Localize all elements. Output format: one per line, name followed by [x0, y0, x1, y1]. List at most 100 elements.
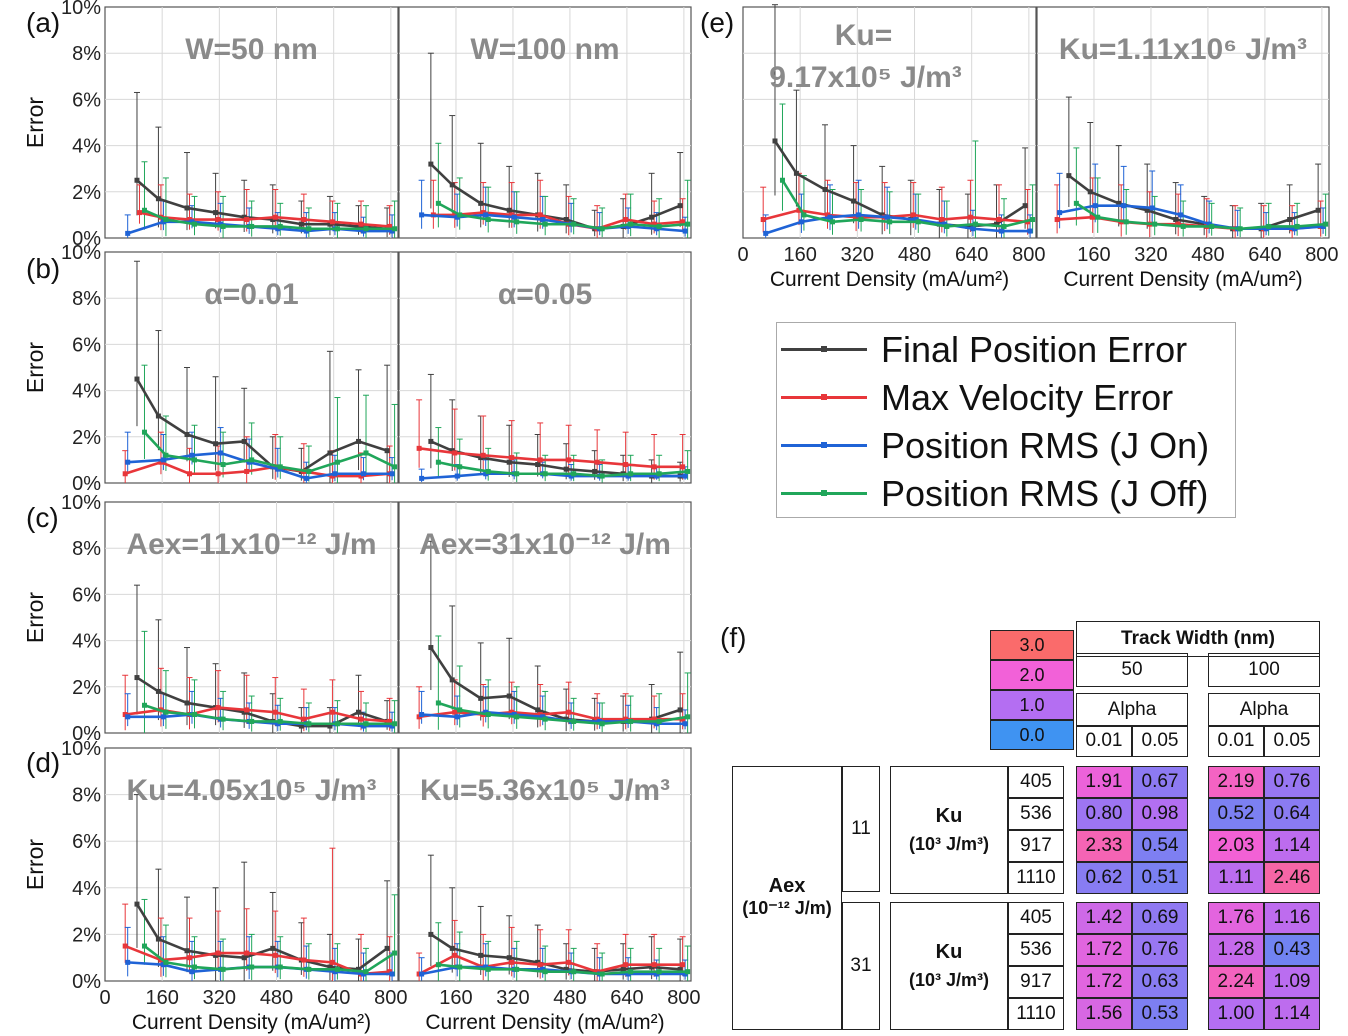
data-point: [192, 221, 198, 227]
panel-label: (a): [26, 7, 60, 38]
data-point: [1027, 228, 1033, 234]
data-point: [999, 228, 1005, 234]
data-point: [571, 221, 577, 227]
y-tick-label: 8%: [72, 43, 101, 65]
y-tick-label: 10%: [61, 738, 101, 760]
y-tick-label: 10%: [61, 242, 101, 264]
data-point: [599, 721, 605, 727]
data-point: [566, 959, 572, 965]
data-point: [822, 186, 828, 192]
series-line: [438, 460, 688, 478]
data-point: [356, 709, 362, 715]
data-point: [542, 221, 548, 227]
series-line: [437, 701, 688, 726]
x-tick-label: 800: [1305, 244, 1338, 266]
data-point: [160, 457, 166, 463]
data-point: [303, 475, 309, 481]
data-point: [514, 966, 520, 972]
data-point: [277, 964, 283, 970]
series-line: [418, 954, 683, 976]
data-point: [452, 450, 458, 456]
data-point: [134, 675, 140, 681]
data-point: [944, 223, 950, 229]
plot-panel: Ku=4.05x10⁵ J/m³: [104, 747, 399, 982]
data-point: [249, 964, 255, 970]
y-tick-label: 6%: [72, 584, 101, 606]
data-point: [514, 219, 520, 225]
data-point: [454, 473, 460, 479]
panel-title: W=50 nm: [185, 33, 318, 66]
data-point: [485, 468, 491, 474]
data-point: [682, 473, 688, 479]
data-point: [428, 931, 434, 937]
data-point: [972, 221, 978, 227]
data-point: [858, 217, 864, 223]
data-point: [506, 955, 512, 961]
data-point: [220, 966, 226, 972]
data-point: [244, 468, 250, 474]
data-point: [760, 217, 766, 223]
data-point: [509, 959, 515, 965]
data-point: [485, 966, 491, 972]
x-axis-label: Current Density (mA/um²): [770, 268, 1009, 291]
data-point: [540, 217, 546, 223]
data-point: [356, 966, 362, 972]
data-point: [542, 969, 548, 975]
data-point: [485, 712, 491, 718]
data-point: [241, 955, 247, 961]
data-point: [1180, 223, 1186, 229]
x-tick-label: 320: [203, 987, 236, 1009]
series-line: [143, 431, 396, 473]
data-point: [478, 695, 484, 701]
data-point: [301, 716, 307, 722]
series-line: [430, 933, 681, 973]
data-point: [428, 161, 434, 167]
panel-title: α=0.05: [498, 278, 592, 311]
data-point: [363, 226, 369, 232]
data-point: [511, 214, 517, 220]
data-point: [1294, 223, 1300, 229]
y-tick-label: 0%: [72, 228, 101, 250]
data-point: [220, 223, 226, 229]
data-point: [244, 950, 250, 956]
data-point: [215, 471, 221, 477]
data-point: [682, 228, 688, 234]
data-point: [329, 959, 335, 965]
data-point: [1266, 223, 1272, 229]
y-tick-label: 0%: [72, 723, 101, 745]
x-tick-label: 800: [667, 987, 700, 1009]
data-point: [1121, 203, 1127, 209]
data-point: [363, 969, 369, 975]
y-tick-label: 0%: [72, 971, 101, 993]
data-point: [563, 217, 569, 223]
plot-panel: Ku=5.36x10⁵ J/m³: [398, 747, 692, 982]
data-point: [392, 464, 398, 470]
data-point: [189, 452, 195, 458]
data-point: [272, 214, 278, 220]
data-point: [623, 462, 629, 468]
data-point: [449, 677, 455, 683]
data-point: [1022, 203, 1028, 209]
data-point: [244, 217, 250, 223]
data-point: [134, 376, 140, 382]
data-point: [483, 212, 489, 218]
data-point: [329, 709, 335, 715]
data-point: [163, 452, 169, 458]
y-tick-label: 6%: [72, 334, 101, 356]
x-tick-label: 800: [1012, 244, 1045, 266]
y-tick-label: 2%: [72, 677, 101, 699]
x-tick-label: 160: [439, 987, 472, 1009]
data-point: [332, 471, 338, 477]
data-point: [327, 723, 333, 729]
legend-label: Final Position Error: [881, 329, 1188, 370]
data-point: [506, 207, 512, 213]
data-point: [215, 950, 221, 956]
data-point: [506, 459, 512, 465]
data-point: [392, 950, 398, 956]
legend-item-final-position: Final Position Error: [777, 325, 1237, 373]
y-tick-label: 0%: [72, 473, 101, 495]
series-line: [418, 447, 683, 469]
data-point: [772, 138, 778, 144]
plot-frame: [398, 747, 692, 982]
data-point: [125, 459, 131, 465]
